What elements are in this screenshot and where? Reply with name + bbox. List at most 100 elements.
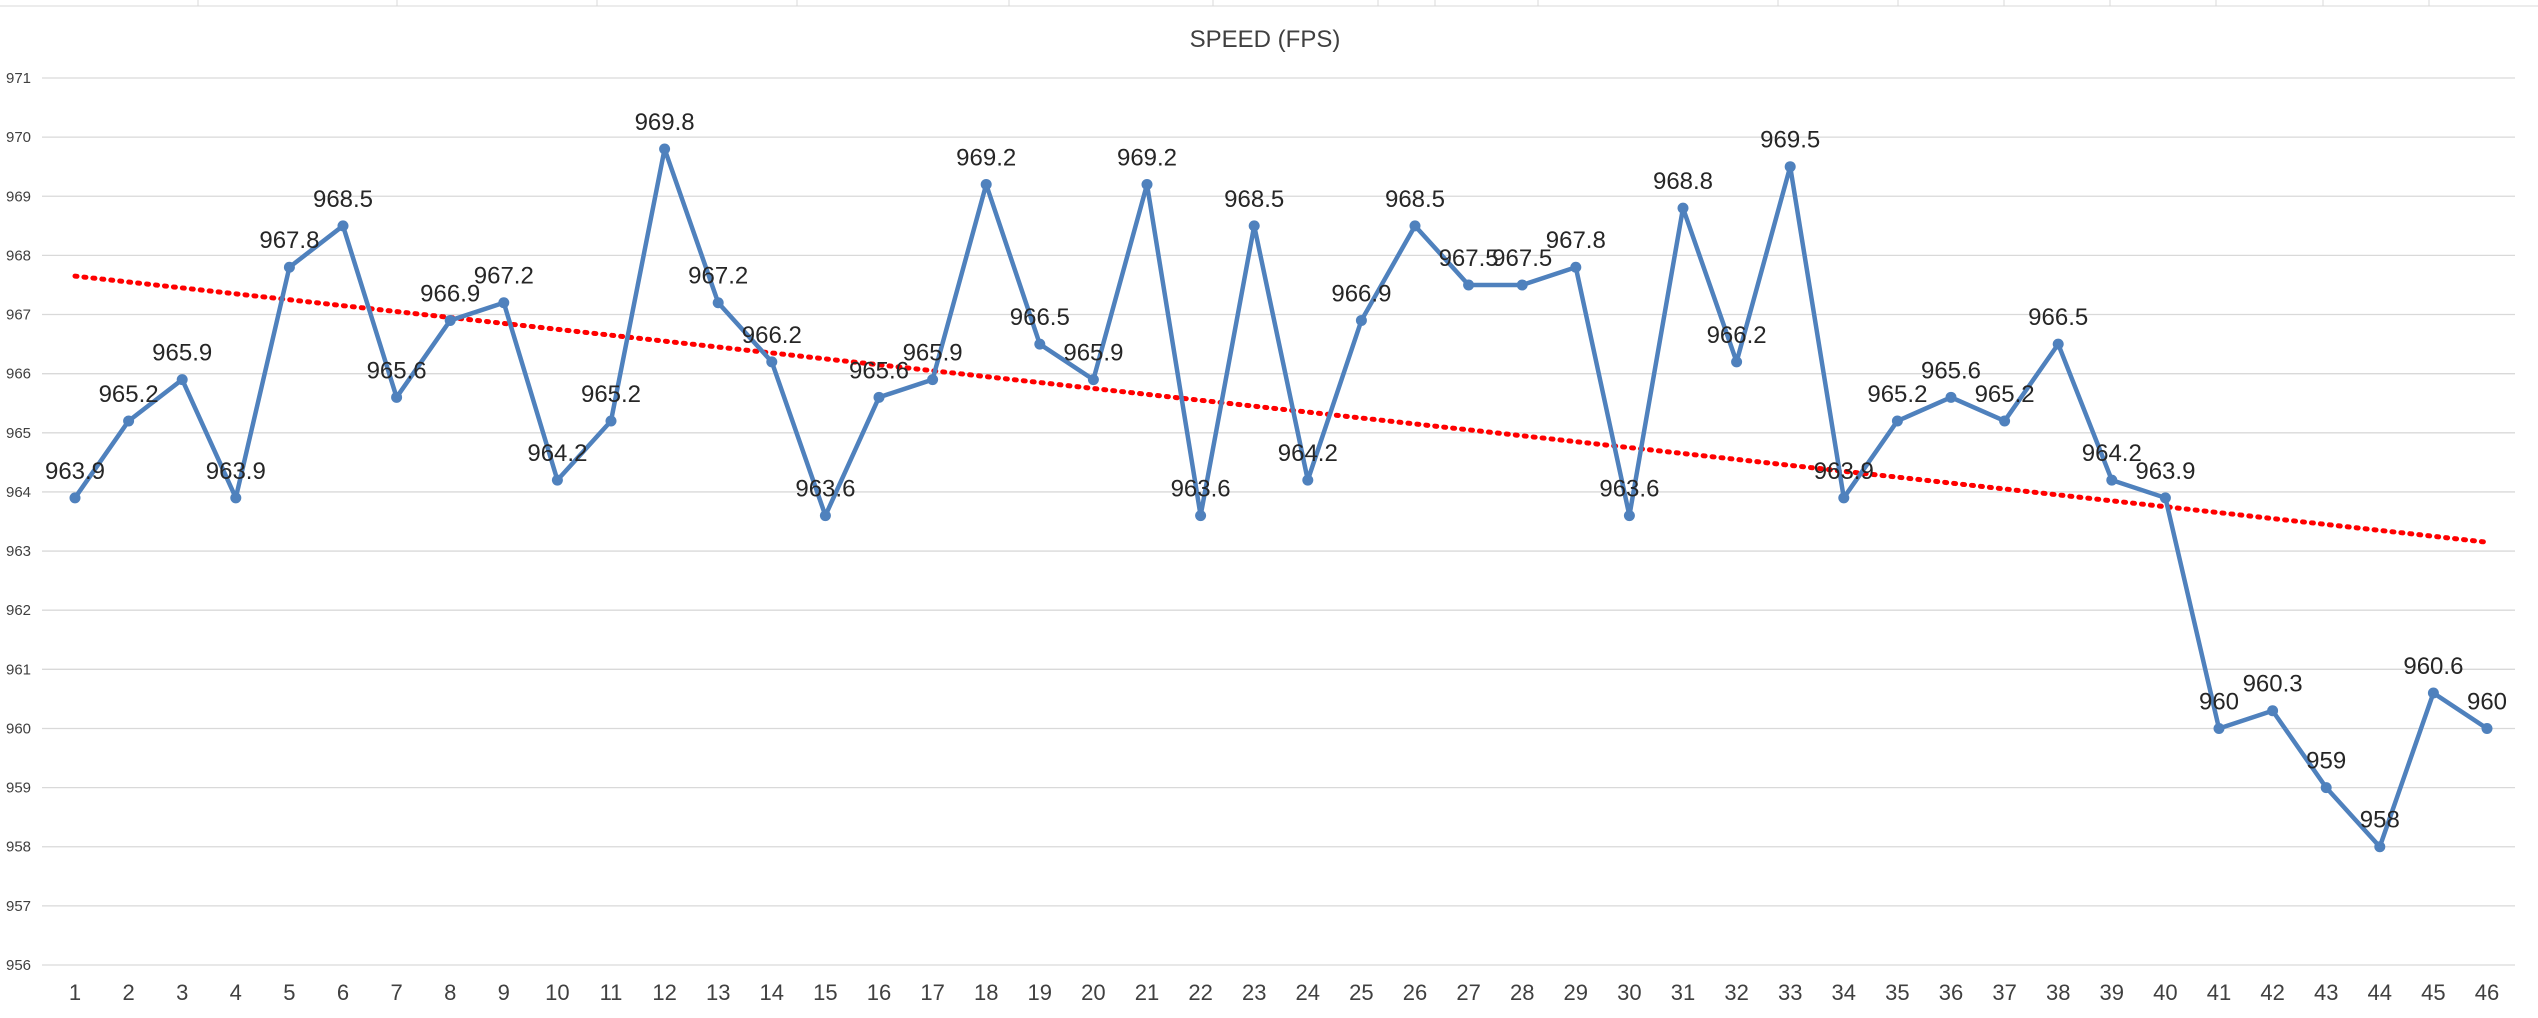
data-label: 968.8	[1653, 168, 1713, 195]
x-tick-label: 5	[283, 980, 295, 1005]
y-axis-ticks: 956 957 958 959 960 961 962 963 964 965 966 967 968 9…	[6, 70, 31, 974]
data-point	[2052, 338, 2064, 350]
data-point	[1838, 492, 1850, 504]
data-point	[2481, 722, 2493, 734]
data-label: 965.2	[99, 381, 159, 408]
data-point	[1570, 261, 1582, 273]
x-axis-ticks: 1 2 3 4 5 6 7 8 9 10 11 12 13 14 15 16 17 18 19 20 21 22 23 24 2…	[69, 980, 2499, 1005]
y-tick-label: 958	[6, 839, 31, 856]
data-point	[1891, 415, 1903, 427]
data-label: 967.5	[1439, 245, 1499, 272]
x-tick-label: 46	[2475, 980, 2499, 1005]
x-tick-label: 34	[1832, 980, 1856, 1005]
x-tick-label: 14	[760, 980, 784, 1005]
data-label: 966.5	[2028, 304, 2088, 331]
data-label: 963.9	[45, 458, 105, 485]
data-label: 967.8	[1546, 227, 1606, 254]
data-point	[1463, 279, 1475, 291]
x-tick-label: 15	[813, 980, 837, 1005]
data-label: 967.2	[688, 263, 748, 290]
y-tick-label: 957	[6, 898, 31, 915]
x-tick-label: 36	[1939, 980, 1963, 1005]
data-point	[1302, 474, 1314, 486]
data-point	[391, 391, 403, 403]
data-point	[2106, 474, 2118, 486]
x-tick-label: 18	[974, 980, 998, 1005]
data-point	[1731, 356, 1743, 368]
data-point	[498, 297, 510, 309]
data-point	[283, 261, 295, 273]
data-label: 966.2	[1707, 322, 1767, 349]
x-tick-label: 26	[1403, 980, 1427, 1005]
y-tick-label: 960	[6, 720, 31, 737]
x-tick-label: 32	[1724, 980, 1748, 1005]
y-tick-label: 971	[6, 70, 31, 87]
data-label: 963.9	[2135, 458, 2195, 485]
data-point	[69, 492, 81, 504]
x-tick-label: 21	[1135, 980, 1159, 1005]
x-tick-label: 19	[1028, 980, 1052, 1005]
data-label: 965.9	[1063, 340, 1123, 367]
data-label: 960.6	[2403, 653, 2463, 680]
x-tick-label: 22	[1188, 980, 1212, 1005]
trendline	[72, 273, 2490, 545]
x-tick-label: 11	[600, 980, 623, 1005]
data-label: 969.2	[1117, 144, 1177, 171]
x-tick-label: 12	[652, 980, 676, 1005]
data-label: 968.5	[1224, 186, 1284, 213]
data-point	[1087, 374, 1099, 386]
data-point	[1248, 220, 1260, 232]
data-point	[337, 220, 349, 232]
gridlines	[42, 77, 2515, 966]
data-point	[1034, 338, 1046, 350]
y-tick-label: 968	[6, 247, 31, 264]
data-point	[2427, 687, 2439, 699]
x-tick-label: 37	[1992, 980, 2016, 1005]
data-point	[1677, 202, 1689, 214]
x-tick-label: 45	[2421, 980, 2445, 1005]
x-tick-label: 9	[498, 980, 510, 1005]
x-tick-label: 8	[444, 980, 456, 1005]
x-tick-label: 4	[230, 980, 242, 1005]
data-point	[2267, 705, 2279, 717]
data-point	[444, 314, 456, 326]
data-point	[2320, 782, 2332, 794]
x-tick-label: 43	[2314, 980, 2338, 1005]
trendline-path	[72, 273, 2490, 545]
data-point	[2159, 492, 2171, 504]
chart-title: SPEED (FPS)	[1190, 26, 1341, 53]
data-label: 965.9	[903, 340, 963, 367]
x-tick-label: 3	[176, 980, 188, 1005]
x-tick-label: 38	[2046, 980, 2070, 1005]
data-label: 963.6	[795, 476, 855, 503]
x-tick-label: 2	[122, 980, 134, 1005]
data-label: 965.2	[581, 381, 641, 408]
x-tick-label: 17	[920, 980, 944, 1005]
x-tick-label: 41	[2207, 980, 2231, 1005]
data-point	[123, 415, 135, 427]
data-point	[2374, 841, 2386, 853]
x-tick-label: 39	[2100, 980, 2124, 1005]
data-point	[2213, 722, 2225, 734]
x-tick-label: 35	[1885, 980, 1909, 1005]
x-tick-label: 20	[1081, 980, 1105, 1005]
data-label: 965.2	[1867, 381, 1927, 408]
x-tick-label: 27	[1456, 980, 1480, 1005]
y-tick-label: 962	[6, 602, 31, 619]
data-point	[605, 415, 617, 427]
x-tick-label: 25	[1349, 980, 1373, 1005]
top-ruler-strip	[0, 0, 2538, 7]
series-line	[73, 146, 2489, 849]
data-label: 965.6	[849, 357, 909, 384]
y-tick-label: 965	[6, 425, 31, 442]
data-label: 964.2	[527, 440, 587, 467]
data-labels: 963.9 965.2 965.9 963.9 967.8 968.5 965.6 966.9…	[45, 109, 2507, 834]
y-tick-label: 964	[6, 484, 31, 501]
data-point	[1945, 391, 1957, 403]
data-label: 960	[2467, 688, 2507, 715]
data-label: 965.9	[152, 340, 212, 367]
data-label: 969.5	[1760, 127, 1820, 154]
data-label: 959	[2306, 748, 2346, 775]
x-tick-label: 30	[1617, 980, 1641, 1005]
